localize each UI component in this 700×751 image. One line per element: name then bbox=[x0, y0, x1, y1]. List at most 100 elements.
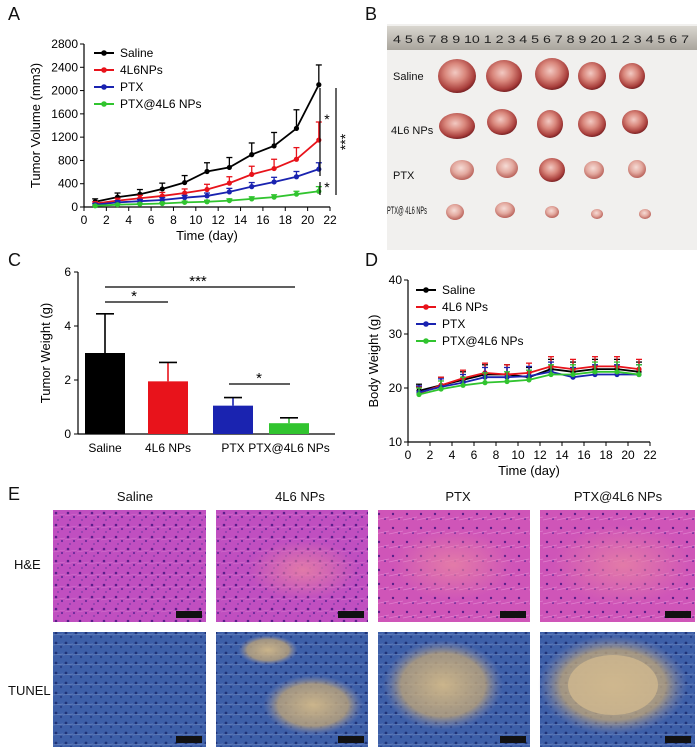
data-point bbox=[316, 188, 322, 194]
data-point bbox=[316, 82, 322, 88]
legend-marker bbox=[423, 338, 429, 344]
y-tick-label: 800 bbox=[58, 153, 78, 167]
photo-background bbox=[387, 24, 697, 250]
legend-label: PTX bbox=[120, 80, 143, 94]
tumor bbox=[487, 109, 517, 135]
data-point bbox=[249, 196, 255, 202]
x-tick-label: 18 bbox=[599, 448, 613, 462]
y-tick-label: 4 bbox=[64, 319, 71, 333]
legend-label: Saline bbox=[120, 46, 154, 60]
tumor bbox=[496, 158, 518, 178]
tumor bbox=[578, 111, 606, 137]
panel-letter-e: E bbox=[8, 484, 21, 504]
y-tick-label: 20 bbox=[389, 381, 403, 395]
data-point bbox=[204, 186, 210, 193]
x-tick-label: 22 bbox=[643, 448, 657, 462]
tumor bbox=[639, 209, 651, 219]
x-tick-label: 22 bbox=[323, 213, 337, 227]
significance-label: * bbox=[324, 111, 330, 127]
tumor bbox=[495, 202, 515, 218]
legend-label: 4L6NPs bbox=[120, 63, 163, 77]
y-tick-label: 6 bbox=[64, 265, 71, 279]
x-tick-label: 0 bbox=[405, 448, 412, 462]
data-point bbox=[182, 195, 188, 201]
data-point bbox=[204, 193, 210, 199]
tumor bbox=[446, 204, 464, 220]
data-point bbox=[159, 200, 165, 207]
data-point bbox=[204, 168, 210, 175]
data-point bbox=[614, 369, 620, 375]
bar bbox=[269, 423, 309, 434]
y-tick-label: 40 bbox=[389, 273, 403, 287]
data-point bbox=[137, 201, 143, 207]
significance-label: * bbox=[131, 288, 137, 305]
data-point bbox=[226, 180, 232, 186]
x-tick-label: 4 bbox=[449, 448, 456, 462]
chart-a-tumor-volume: 0 400 800 1200 1600 2000 2400 2800 0 2 4 6 8 10 12 14 16… bbox=[28, 37, 353, 243]
x-tick-label: 14 bbox=[234, 213, 248, 227]
y-tick-label: 0 bbox=[64, 427, 71, 441]
y-tick-label: 1600 bbox=[51, 107, 78, 121]
x-tick-label: 14 bbox=[555, 448, 569, 462]
ruler-text: 4 5 6 7 8 9 10 1 2 3 4 5 6 7 8 9 20 1 2 … bbox=[393, 34, 689, 46]
panel-e-col-label-saline: Saline bbox=[116, 489, 154, 504]
legend-marker bbox=[423, 304, 429, 310]
y-axis-label: Body Weight (g) bbox=[366, 315, 381, 408]
tumor bbox=[578, 62, 606, 90]
y-tick-label: 400 bbox=[58, 177, 78, 191]
bar bbox=[148, 381, 188, 434]
data-point bbox=[271, 143, 277, 149]
data-point bbox=[249, 171, 255, 177]
tumor bbox=[628, 160, 646, 178]
data-point bbox=[226, 189, 232, 195]
tumor bbox=[539, 158, 565, 182]
panel-letter-a: A bbox=[8, 4, 21, 24]
data-point bbox=[526, 377, 532, 383]
legend-label: PTX bbox=[442, 317, 465, 331]
tumor bbox=[537, 110, 563, 138]
chart-d-body-weight: 10 20 30 40 0 2 4 6 8 10 12 14 16 18 20 22 Time (day) Bod… bbox=[366, 273, 657, 478]
y-tick-label: 0 bbox=[71, 200, 78, 214]
x-tick-label: 4L6 NPs bbox=[145, 441, 191, 455]
data-point bbox=[182, 190, 188, 196]
data-point bbox=[226, 197, 232, 204]
y-tick-label: 2000 bbox=[51, 84, 78, 98]
y-tick-label: 30 bbox=[389, 327, 403, 341]
x-tick-label: 10 bbox=[189, 213, 203, 227]
legend-marker bbox=[101, 101, 107, 107]
tumor bbox=[622, 110, 648, 134]
legend-label: PTX@4L6 NPs bbox=[120, 97, 202, 111]
x-tick-label: 4 bbox=[125, 213, 132, 227]
panel-e-histology bbox=[53, 510, 695, 747]
x-tick-label: 2 bbox=[427, 448, 434, 462]
data-point bbox=[204, 199, 210, 205]
data-point bbox=[416, 391, 422, 398]
significance-label: *** bbox=[189, 273, 207, 290]
legend-marker bbox=[101, 50, 107, 56]
tumor bbox=[591, 209, 603, 219]
tumor bbox=[486, 60, 522, 92]
tumor bbox=[439, 113, 475, 139]
x-tick-label: 20 bbox=[621, 448, 635, 462]
significance-label: *** bbox=[337, 133, 353, 150]
legend-marker bbox=[101, 67, 107, 73]
data-point bbox=[316, 166, 322, 172]
data-point bbox=[182, 179, 188, 186]
data-point bbox=[293, 174, 300, 180]
panel-e-col-label-ptx: PTX bbox=[445, 489, 471, 504]
x-tick-label: 0 bbox=[81, 213, 88, 227]
photo-row-label-ptx4l6: PTX@ 4L6 NPs bbox=[387, 205, 427, 217]
data-point bbox=[182, 199, 188, 205]
x-tick-label: Saline bbox=[88, 441, 122, 455]
x-axis-label: Time (day) bbox=[176, 228, 238, 243]
data-point bbox=[438, 386, 444, 392]
legend-marker bbox=[423, 321, 429, 327]
tumor bbox=[619, 63, 645, 89]
data-point bbox=[226, 164, 232, 171]
panel-letter-d: D bbox=[365, 250, 378, 270]
data-point bbox=[460, 382, 466, 388]
data-point bbox=[636, 371, 642, 378]
panel-e-col-label-4l6: 4L6 NPs bbox=[275, 489, 325, 504]
x-tick-label: 6 bbox=[471, 448, 478, 462]
tumor bbox=[584, 161, 604, 179]
